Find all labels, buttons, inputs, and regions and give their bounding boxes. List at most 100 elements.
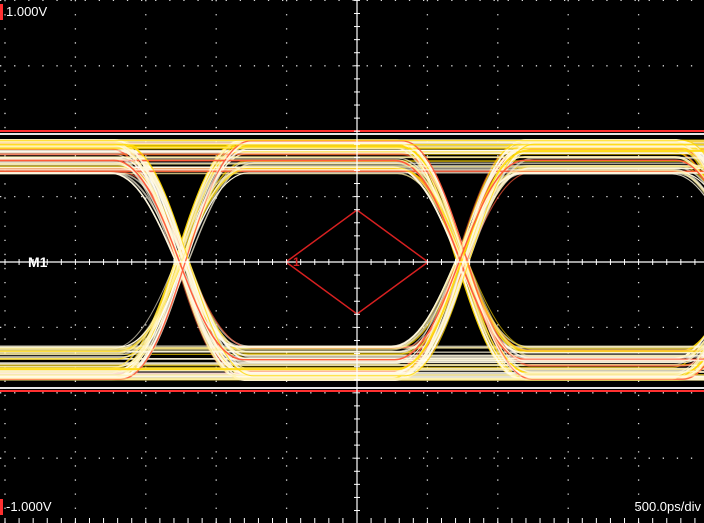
- eye-trace: [0, 162, 704, 358]
- eye-trace: [0, 169, 704, 191]
- eye-trace: [0, 340, 704, 368]
- eye-trace: [0, 139, 704, 381]
- eye-trace: [0, 139, 704, 381]
- eye-trace: [0, 145, 704, 375]
- eye-trace: [0, 140, 704, 380]
- bottom-left-marker: [0, 499, 3, 515]
- eye-trace: [0, 140, 704, 380]
- eye-trace: [0, 172, 704, 348]
- eye-trace: [0, 156, 704, 364]
- eye-trace: [0, 142, 704, 378]
- eye-trace: [0, 142, 704, 378]
- eye-trace: [0, 143, 704, 377]
- eye-trace: [0, 148, 704, 372]
- eye-trace: [0, 142, 704, 378]
- eye-trace: [0, 158, 704, 362]
- eye-trace: [0, 348, 704, 380]
- eye-trace: [0, 167, 704, 353]
- eye-trace: [0, 171, 704, 349]
- eye-trace: [0, 167, 704, 353]
- eye-trace: [0, 144, 704, 376]
- top-left-marker: [0, 4, 3, 20]
- eye-trace: [0, 358, 704, 371]
- eye-trace: [0, 151, 704, 369]
- eye-trace: [0, 162, 704, 358]
- eye-trace: [0, 352, 704, 375]
- eye-diagram: [0, 130, 704, 392]
- eye-trace: [0, 145, 704, 375]
- eye-trace: [0, 153, 704, 367]
- eye-trace: [0, 172, 704, 348]
- eye-trace: [0, 143, 704, 176]
- eye-trace: [0, 145, 704, 375]
- eye-trace: [0, 165, 704, 355]
- eye-trace: [0, 147, 704, 373]
- eye-trace: [0, 146, 704, 374]
- eye-trace: [0, 168, 704, 352]
- timebase-readout: 500.0ps/div: [634, 499, 702, 514]
- eye-trace: [0, 169, 704, 351]
- eye-trace: [0, 143, 704, 377]
- eye-trace: [0, 139, 704, 381]
- eye-trace: [0, 161, 704, 359]
- eye-trace: [0, 162, 704, 358]
- eye-trace: [0, 169, 704, 351]
- eye-trace: [0, 154, 704, 366]
- eye-trace: [0, 167, 704, 353]
- eye-trace: [0, 139, 704, 155]
- eye-trace: [0, 172, 704, 348]
- eye-trace: [0, 161, 704, 359]
- mask-number-label: 1: [293, 255, 300, 269]
- eye-trace: [0, 146, 704, 374]
- eye-trace: [0, 164, 704, 356]
- eye-trace: [0, 139, 704, 169]
- eye-trace: [0, 170, 704, 350]
- eye-trace: [0, 150, 704, 370]
- eye-trace: [0, 140, 704, 380]
- eye-trace: [0, 160, 704, 360]
- eye-trace: [0, 364, 704, 381]
- bottom-voltage-readout: -1.000V: [6, 499, 52, 514]
- eye-trace: [0, 159, 704, 361]
- eye-trace: [0, 148, 704, 372]
- eye-trace: [0, 146, 704, 374]
- eye-trace: [0, 141, 704, 379]
- eye-trace: [0, 140, 704, 380]
- eye-trace: [0, 170, 704, 350]
- eye-trace: [0, 149, 704, 371]
- eye-trace: [0, 146, 704, 163]
- eye-trace: [0, 349, 704, 381]
- eye-trace: [0, 157, 704, 363]
- eye-trace: [0, 170, 704, 350]
- eye-trace: [0, 141, 704, 379]
- eye-trace: [0, 159, 704, 361]
- eye-trace: [0, 139, 704, 381]
- eye-trace: [0, 146, 704, 374]
- eye-trace: [0, 142, 704, 378]
- eye-trace: [0, 150, 704, 163]
- eye-trace: [0, 157, 704, 363]
- eye-trace: [0, 139, 704, 381]
- eye-trace: [0, 146, 704, 374]
- eye-trace: [0, 152, 704, 368]
- eye-trace: [0, 142, 704, 378]
- eye-trace: [0, 149, 704, 371]
- eye-trace: [0, 149, 704, 170]
- eye-trace: [0, 143, 704, 168]
- eye-trace: [0, 148, 704, 372]
- eye-trace: [0, 167, 704, 353]
- eye-trace: [0, 157, 704, 363]
- eye-trace: [0, 361, 704, 381]
- eye-trace: [0, 167, 704, 353]
- eye-trace: [0, 139, 704, 381]
- eye-trace: [0, 147, 704, 373]
- eye-trace: [0, 141, 704, 379]
- eye-trace: [0, 167, 704, 353]
- eye-trace: [0, 143, 704, 377]
- eye-trace: [0, 145, 704, 375]
- eye-trace: [0, 164, 704, 356]
- eye-trace: [0, 172, 704, 348]
- top-voltage-readout: 1.000V: [6, 4, 48, 19]
